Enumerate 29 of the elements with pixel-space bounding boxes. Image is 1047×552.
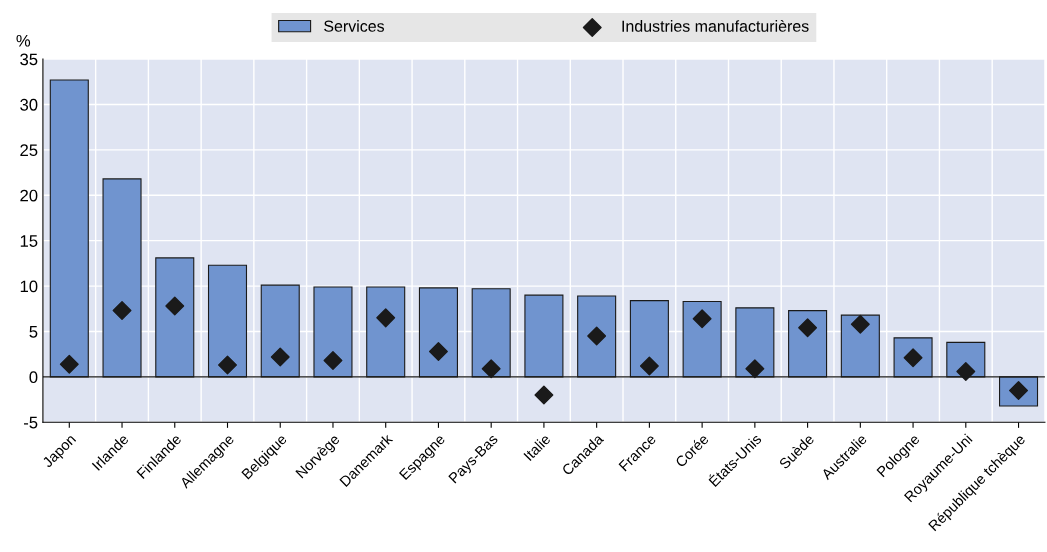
point bbox=[218, 355, 237, 375]
y-tick-label: 10 bbox=[20, 280, 38, 293]
y-tick-label: 15 bbox=[20, 235, 38, 247]
y-tick-label: 5 bbox=[29, 326, 38, 338]
point bbox=[745, 359, 765, 379]
y-tick-label: 20 bbox=[20, 189, 38, 202]
point bbox=[639, 356, 659, 376]
point bbox=[692, 309, 712, 329]
point bbox=[376, 308, 396, 328]
point bbox=[165, 296, 185, 316]
point bbox=[587, 326, 607, 346]
point bbox=[428, 341, 448, 361]
point bbox=[59, 354, 79, 374]
point bbox=[481, 359, 501, 379]
point bbox=[850, 314, 870, 334]
y-tick-label: 35 bbox=[20, 53, 38, 66]
legend-label: Industries manufacturières bbox=[622, 19, 809, 32]
point bbox=[798, 318, 818, 338]
y-axis-title: % bbox=[16, 34, 31, 47]
legend-label: Services bbox=[324, 20, 385, 32]
point bbox=[956, 361, 976, 381]
point bbox=[323, 351, 343, 371]
y-tick-label: -5 bbox=[23, 416, 38, 429]
point bbox=[534, 385, 554, 405]
y-tick-label: 25 bbox=[20, 144, 38, 157]
y-tick-label: 30 bbox=[20, 98, 38, 111]
y-tick-label: 0 bbox=[29, 371, 38, 384]
point bbox=[112, 301, 132, 321]
point bbox=[270, 347, 290, 367]
